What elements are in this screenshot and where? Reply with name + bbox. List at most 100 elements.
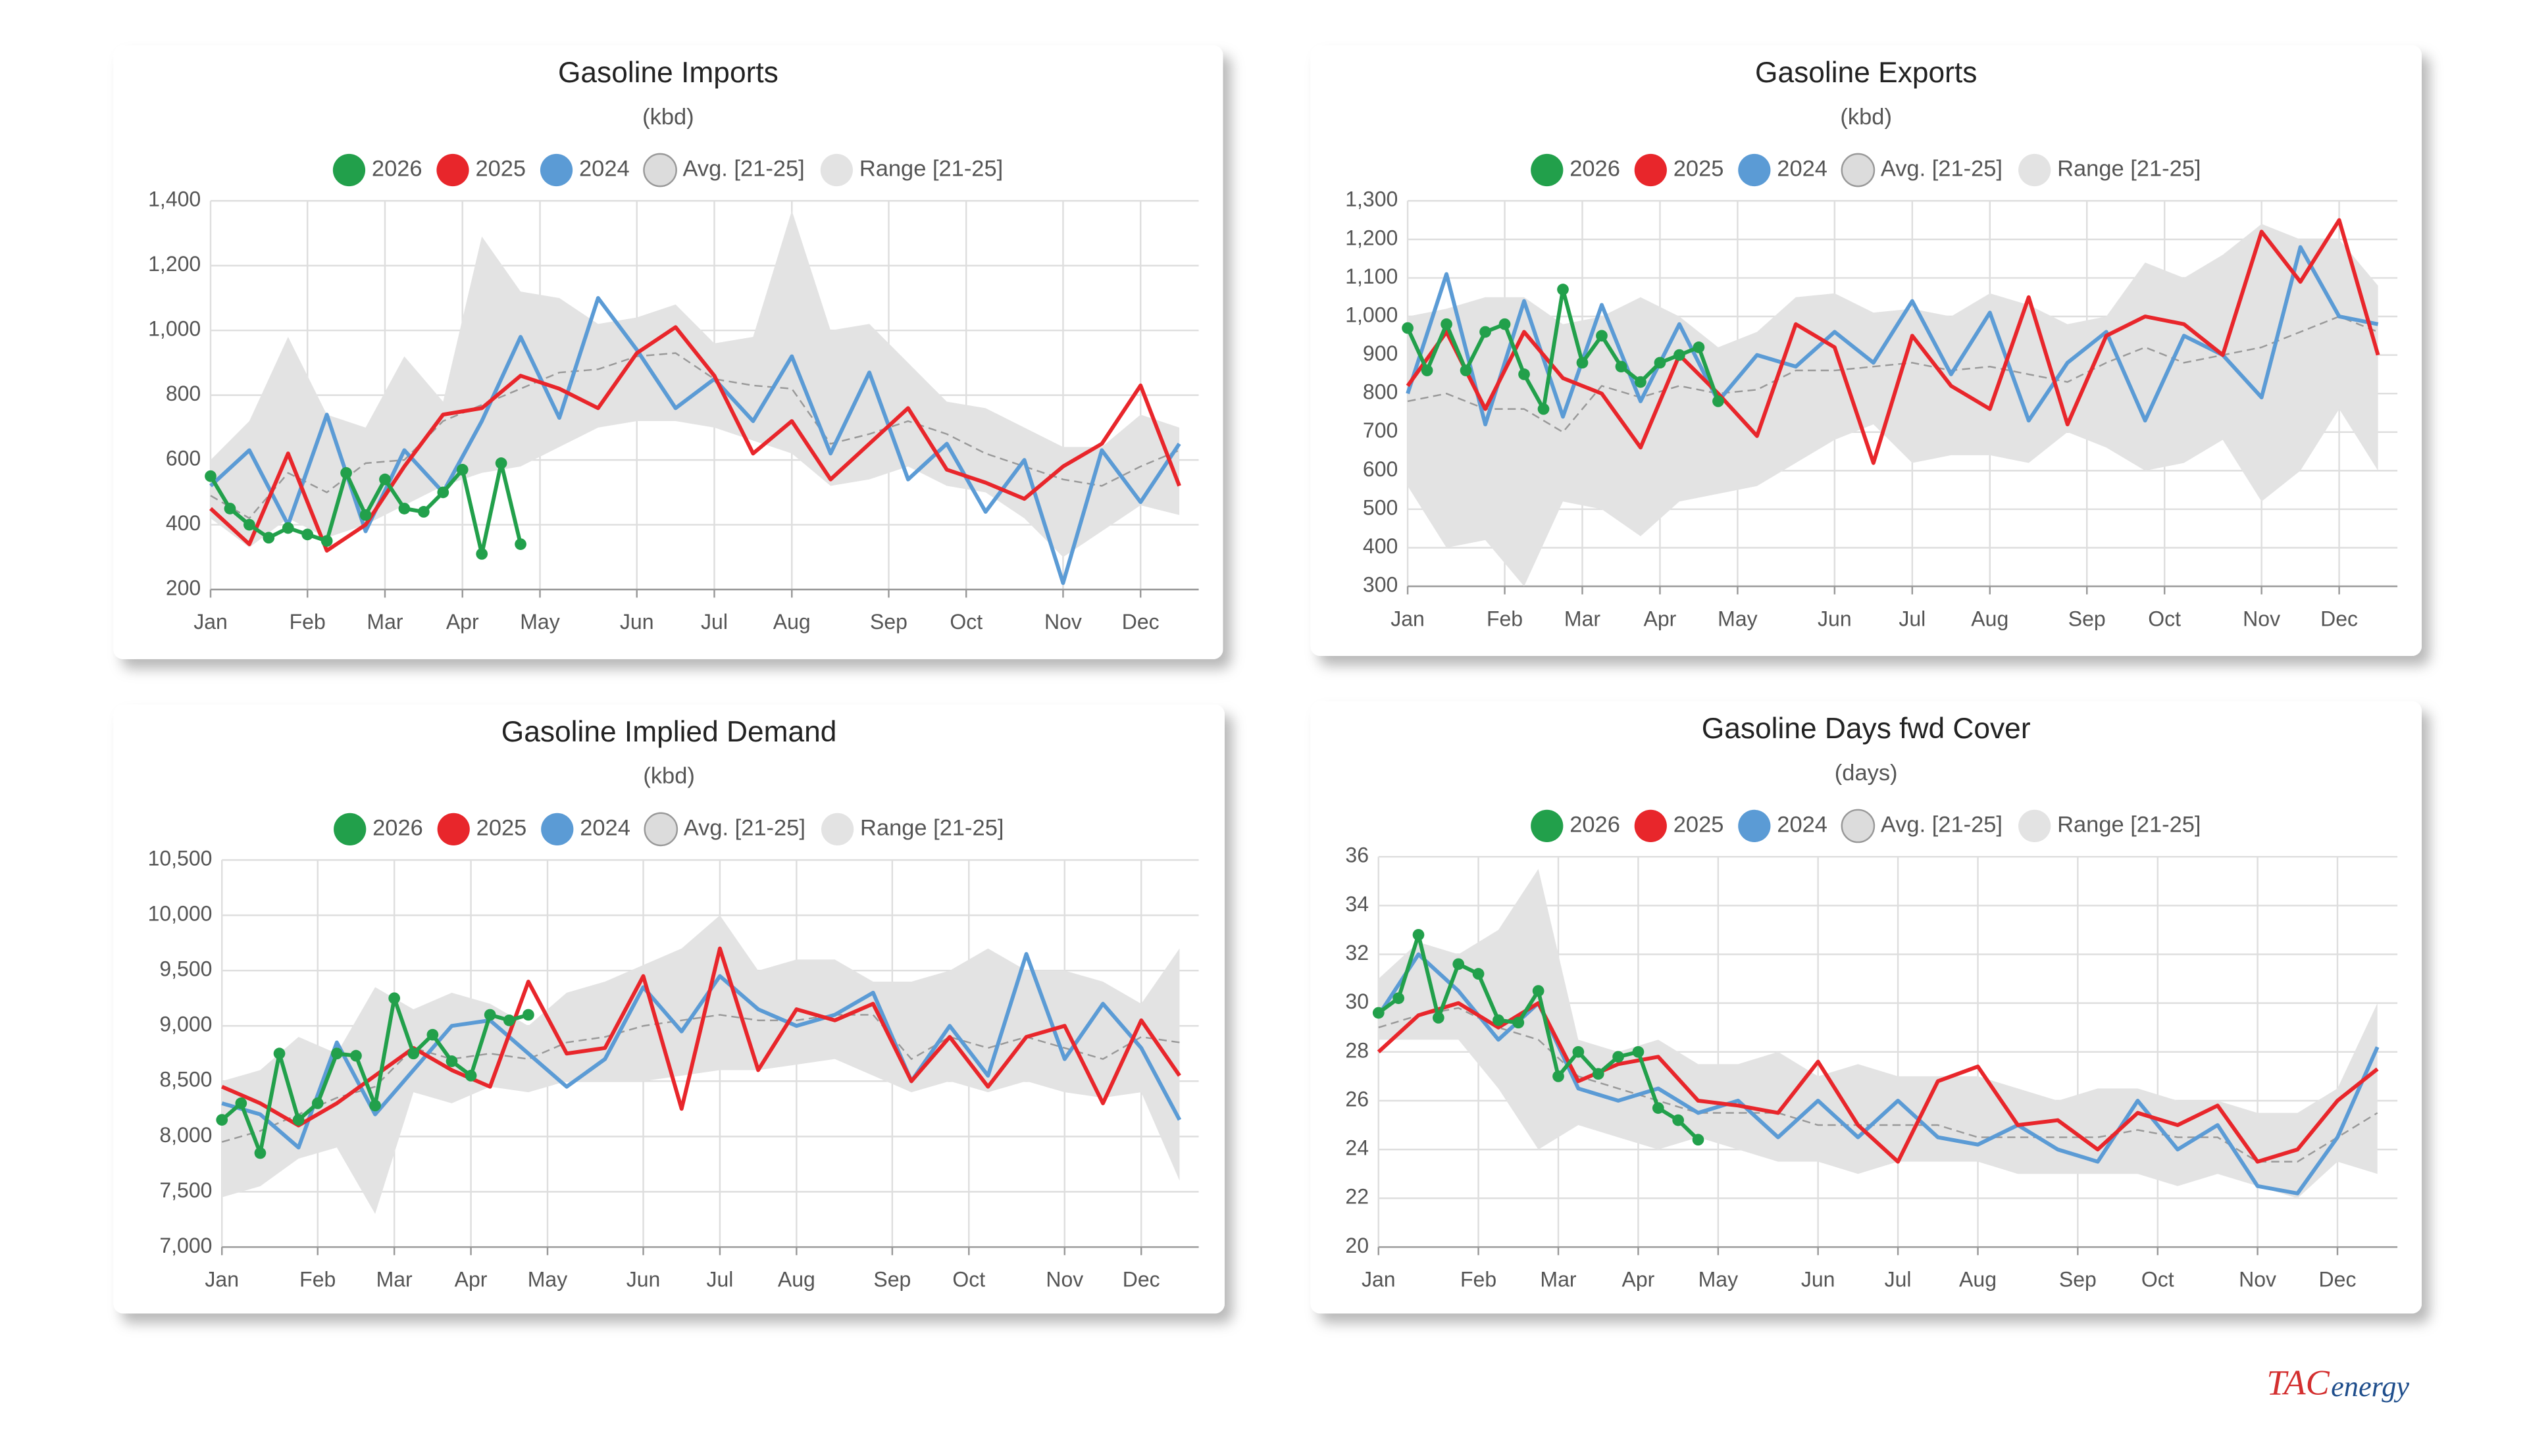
y-tick-label: 8,500 <box>159 1068 212 1092</box>
series-marker <box>417 506 430 518</box>
series-marker <box>1498 318 1511 330</box>
series-line <box>1406 218 2380 465</box>
legend-label: 2026 <box>372 815 423 840</box>
series-marker <box>1493 1014 1504 1026</box>
series-marker <box>1532 985 1544 997</box>
x-tick-label: Jul <box>701 610 728 634</box>
series-marker <box>1421 364 1433 376</box>
x-tick-label: Jan <box>193 610 228 634</box>
x-tick-label: Sep <box>873 1268 911 1292</box>
series-marker <box>515 538 526 550</box>
legend-label: 2025 <box>1673 157 1724 182</box>
legend-label: 2026 <box>372 157 422 182</box>
series-marker <box>1518 368 1530 380</box>
series-marker <box>398 503 411 515</box>
x-tick-label: Mar <box>376 1268 413 1292</box>
series-marker <box>1632 1045 1645 1058</box>
series-marker <box>205 470 217 482</box>
series-line <box>209 325 1181 553</box>
x-tick-label: Aug <box>1971 607 2008 630</box>
legend-swatch <box>1634 153 1667 187</box>
series-marker <box>311 1097 324 1109</box>
legend-label: Range [21-25] <box>860 815 1004 840</box>
x-tick-label: Oct <box>952 1268 985 1292</box>
series-marker <box>1441 318 1452 330</box>
legend-swatch <box>1531 809 1564 843</box>
series-marker <box>426 1028 439 1041</box>
y-tick-label: 800 <box>1363 380 1398 404</box>
series-marker <box>301 528 314 541</box>
series-marker <box>224 503 236 515</box>
legend-swatch <box>820 153 853 187</box>
legend-swatch <box>1738 809 1771 843</box>
series-marker <box>1635 376 1646 388</box>
series-marker <box>1672 1114 1685 1126</box>
legend-label: Avg. [21-25] <box>1881 157 2003 182</box>
series-marker <box>523 1009 534 1021</box>
x-tick-label: Mar <box>1540 1268 1576 1292</box>
series-marker <box>350 1049 362 1062</box>
series-marker <box>495 457 507 469</box>
legend-label: 2024 <box>580 815 630 840</box>
y-tick-label: 24 <box>1345 1136 1369 1160</box>
series-marker <box>1557 284 1569 295</box>
series-marker <box>1472 968 1485 980</box>
legend-label: Range [21-25] <box>859 157 1003 182</box>
legend-label: 2024 <box>579 157 630 182</box>
y-tick-label: 1,000 <box>148 317 201 341</box>
range-band <box>222 915 1180 1214</box>
series-marker <box>359 509 372 521</box>
legend-swatch <box>2018 153 2051 187</box>
legend-swatch <box>541 813 574 845</box>
legend-label: Avg. [21-25] <box>684 815 805 840</box>
chart-subtitle: (days) <box>1835 761 1898 786</box>
legend-swatch <box>2018 809 2051 843</box>
legend-swatch <box>436 153 469 187</box>
x-tick-label: Sep <box>2068 607 2106 630</box>
y-tick-label: 1,200 <box>148 252 201 276</box>
series-marker <box>437 486 449 499</box>
series-marker <box>456 464 469 476</box>
legend-swatch <box>1738 153 1771 187</box>
y-tick-label: 1,100 <box>1345 264 1398 288</box>
chart-title: Gasoline Implied Demand <box>501 716 837 748</box>
y-tick-label: 36 <box>1345 843 1369 867</box>
series-marker <box>1576 357 1589 369</box>
x-tick-label: Nov <box>1044 610 1082 634</box>
y-tick-label: 8,000 <box>159 1123 212 1147</box>
series-marker <box>379 473 391 486</box>
x-tick-label: Aug <box>773 610 811 634</box>
series-marker <box>254 1147 267 1159</box>
x-tick-label: Nov <box>2239 1268 2276 1292</box>
y-tick-label: 7,000 <box>159 1234 212 1257</box>
y-tick-label: 34 <box>1345 892 1369 916</box>
x-tick-label: May <box>528 1268 567 1292</box>
y-tick-label: 10,500 <box>148 847 213 870</box>
series-line <box>221 952 1182 1150</box>
series-marker <box>340 466 352 479</box>
x-tick-label: Mar <box>1564 607 1600 630</box>
panels: Gasoline Imports(kbd)2026 2025 2024 Avg. [2… <box>113 45 2422 1314</box>
y-tick-label: 9,500 <box>159 957 212 981</box>
y-tick-label: 32 <box>1345 941 1369 965</box>
x-tick-label: Jul <box>1885 1268 1912 1292</box>
chart-title: Gasoline Exports <box>1755 57 1977 89</box>
series-marker <box>465 1070 477 1082</box>
legend-swatch <box>1841 809 1876 843</box>
series-marker <box>320 535 333 547</box>
legend-swatch <box>334 813 367 845</box>
series-marker <box>235 1097 247 1109</box>
y-tick-label: 800 <box>166 382 201 405</box>
x-tick-label: Mar <box>367 610 403 634</box>
x-tick-label: Sep <box>870 610 907 634</box>
y-tick-label: 700 <box>1363 418 1398 442</box>
legend-label: 2025 <box>1673 813 1724 838</box>
series-marker <box>1712 395 1724 407</box>
y-tick-label: 9,000 <box>159 1013 212 1036</box>
legend-swatch <box>1841 153 1876 188</box>
legend-label: Range [21-25] <box>2057 813 2201 838</box>
x-tick-label: Oct <box>2141 1268 2174 1292</box>
x-tick-label: Jan <box>1362 1268 1396 1292</box>
series-marker <box>330 1047 343 1060</box>
